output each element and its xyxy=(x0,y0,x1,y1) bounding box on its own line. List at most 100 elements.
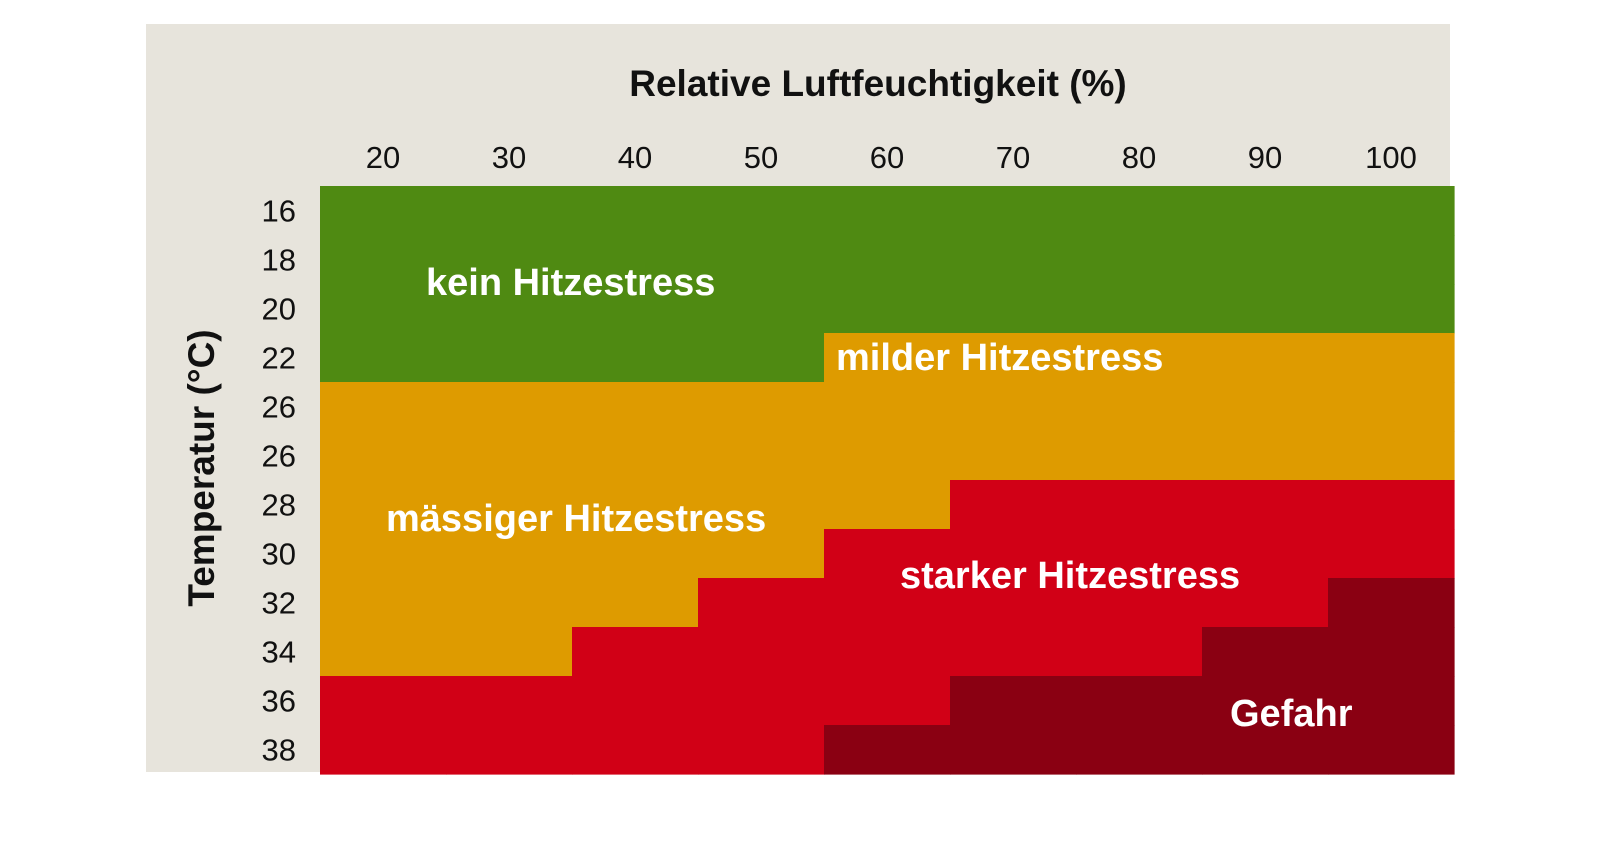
heatmap-cell xyxy=(1076,725,1203,775)
heatmap-cell xyxy=(824,382,951,432)
x-axis-title: Relative Luftfeuchtigkeit (%) xyxy=(629,63,1127,104)
heatmap-cell xyxy=(572,676,699,726)
heatmap-cell xyxy=(824,725,951,775)
x-tick-label: 60 xyxy=(870,140,904,175)
heatmap-cell xyxy=(950,431,1077,481)
y-axis-title: Temperatur (°C) xyxy=(181,329,222,606)
x-tick-labels: 20 30 40 50 60 70 80 90 100 xyxy=(366,140,1417,175)
heatmap-cell xyxy=(1202,529,1329,579)
heatmap-cell xyxy=(950,578,1077,628)
heatmap-cell xyxy=(1076,333,1203,383)
heatmap-cell xyxy=(698,578,825,628)
heatmap-cell xyxy=(950,676,1077,726)
heatmap-cell xyxy=(698,235,825,285)
heatmap-cell xyxy=(1202,186,1329,236)
heatmap-cell xyxy=(446,235,573,285)
heatmap-cells xyxy=(320,186,1455,775)
heatmap-cell xyxy=(1328,431,1455,481)
heatmap-cell xyxy=(1328,676,1455,726)
heatmap-cell xyxy=(320,186,447,236)
heatmap-cell xyxy=(572,235,699,285)
heatmap-cell xyxy=(698,186,825,236)
heatmap-cell xyxy=(698,676,825,726)
x-tick-label: 90 xyxy=(1248,140,1282,175)
heatmap-cell xyxy=(1202,627,1329,677)
x-tick-label: 40 xyxy=(618,140,652,175)
heatmap-cell xyxy=(446,627,573,677)
heatmap-cell xyxy=(1202,382,1329,432)
heatmap-cell xyxy=(446,578,573,628)
heatmap-cell xyxy=(824,529,951,579)
heatmap-cell xyxy=(1328,480,1455,530)
heatmap-cell xyxy=(320,431,447,481)
heatmap-cell xyxy=(698,480,825,530)
x-tick-label: 80 xyxy=(1122,140,1156,175)
heatmap-cell xyxy=(824,627,951,677)
heatmap-cell xyxy=(446,186,573,236)
heatmap-cell xyxy=(1202,431,1329,481)
heatmap-cell xyxy=(1076,284,1203,334)
heatmap-cell xyxy=(1202,235,1329,285)
heatmap-cell xyxy=(320,284,447,334)
heatmap-cell xyxy=(446,676,573,726)
heatmap-cell xyxy=(824,676,951,726)
heatmap-cell xyxy=(1328,186,1455,236)
heatmap-cell xyxy=(446,382,573,432)
heatmap-cell xyxy=(698,627,825,677)
heatmap-cell xyxy=(698,529,825,579)
zone-label-kein: kein Hitzestress xyxy=(426,262,715,304)
y-tick-label: 34 xyxy=(262,635,296,670)
heatmap-cell xyxy=(1328,627,1455,677)
heatmap-cell xyxy=(950,725,1077,775)
heatmap-cell xyxy=(1202,578,1329,628)
y-tick-label: 20 xyxy=(262,292,296,327)
heatmap-cell xyxy=(320,333,447,383)
heatmap-cell xyxy=(446,725,573,775)
heatmap-cell xyxy=(1202,725,1329,775)
zone-label-gefahr: Gefahr xyxy=(1230,693,1353,735)
heatmap-cell xyxy=(1076,529,1203,579)
zone-label-starker: starker Hitzestress xyxy=(900,555,1240,597)
heatmap-cell xyxy=(1076,431,1203,481)
heatmap-cell xyxy=(320,725,447,775)
heatmap-cell xyxy=(320,529,447,579)
heatmap-cell xyxy=(1328,725,1455,775)
heatmap-cell xyxy=(824,431,951,481)
heatmap-cell xyxy=(572,578,699,628)
heatmap-cell xyxy=(698,725,825,775)
y-tick-label: 38 xyxy=(262,733,296,768)
x-tick-label: 70 xyxy=(996,140,1030,175)
heatmap-cell xyxy=(572,284,699,334)
heatmap-cell xyxy=(698,431,825,481)
heatmap-cell xyxy=(446,480,573,530)
heatmap-cell xyxy=(320,627,447,677)
heatmap-cell xyxy=(698,382,825,432)
heatmap-cell xyxy=(320,382,447,432)
heatmap-cell xyxy=(320,676,447,726)
heatmap-cell xyxy=(320,578,447,628)
heatmap-cell xyxy=(572,480,699,530)
heatmap-cell xyxy=(572,382,699,432)
y-tick-label: 26 xyxy=(262,390,296,425)
heatmap-cell xyxy=(698,284,825,334)
heatmap-cell xyxy=(950,284,1077,334)
heatmap-cell xyxy=(1076,382,1203,432)
heatmap-cell xyxy=(950,627,1077,677)
y-tick-labels: 16 18 20 22 26 26 28 30 32 34 36 38 xyxy=(262,194,296,768)
heatmap-cell xyxy=(446,431,573,481)
x-tick-label: 100 xyxy=(1365,140,1417,175)
heatmap-cell xyxy=(1076,235,1203,285)
y-tick-label: 36 xyxy=(262,684,296,719)
heatmap-cell xyxy=(950,480,1077,530)
heatmap-cell xyxy=(320,480,447,530)
y-tick-label: 18 xyxy=(262,243,296,278)
x-tick-label: 20 xyxy=(366,140,400,175)
heatmap-cell xyxy=(950,333,1077,383)
heatmap-cell xyxy=(1202,676,1329,726)
heatmap-cell xyxy=(950,235,1077,285)
heatmap-cell xyxy=(446,284,573,334)
heatmap-cell xyxy=(824,235,951,285)
heatmap-cell xyxy=(824,284,951,334)
heatmap-cell xyxy=(572,186,699,236)
